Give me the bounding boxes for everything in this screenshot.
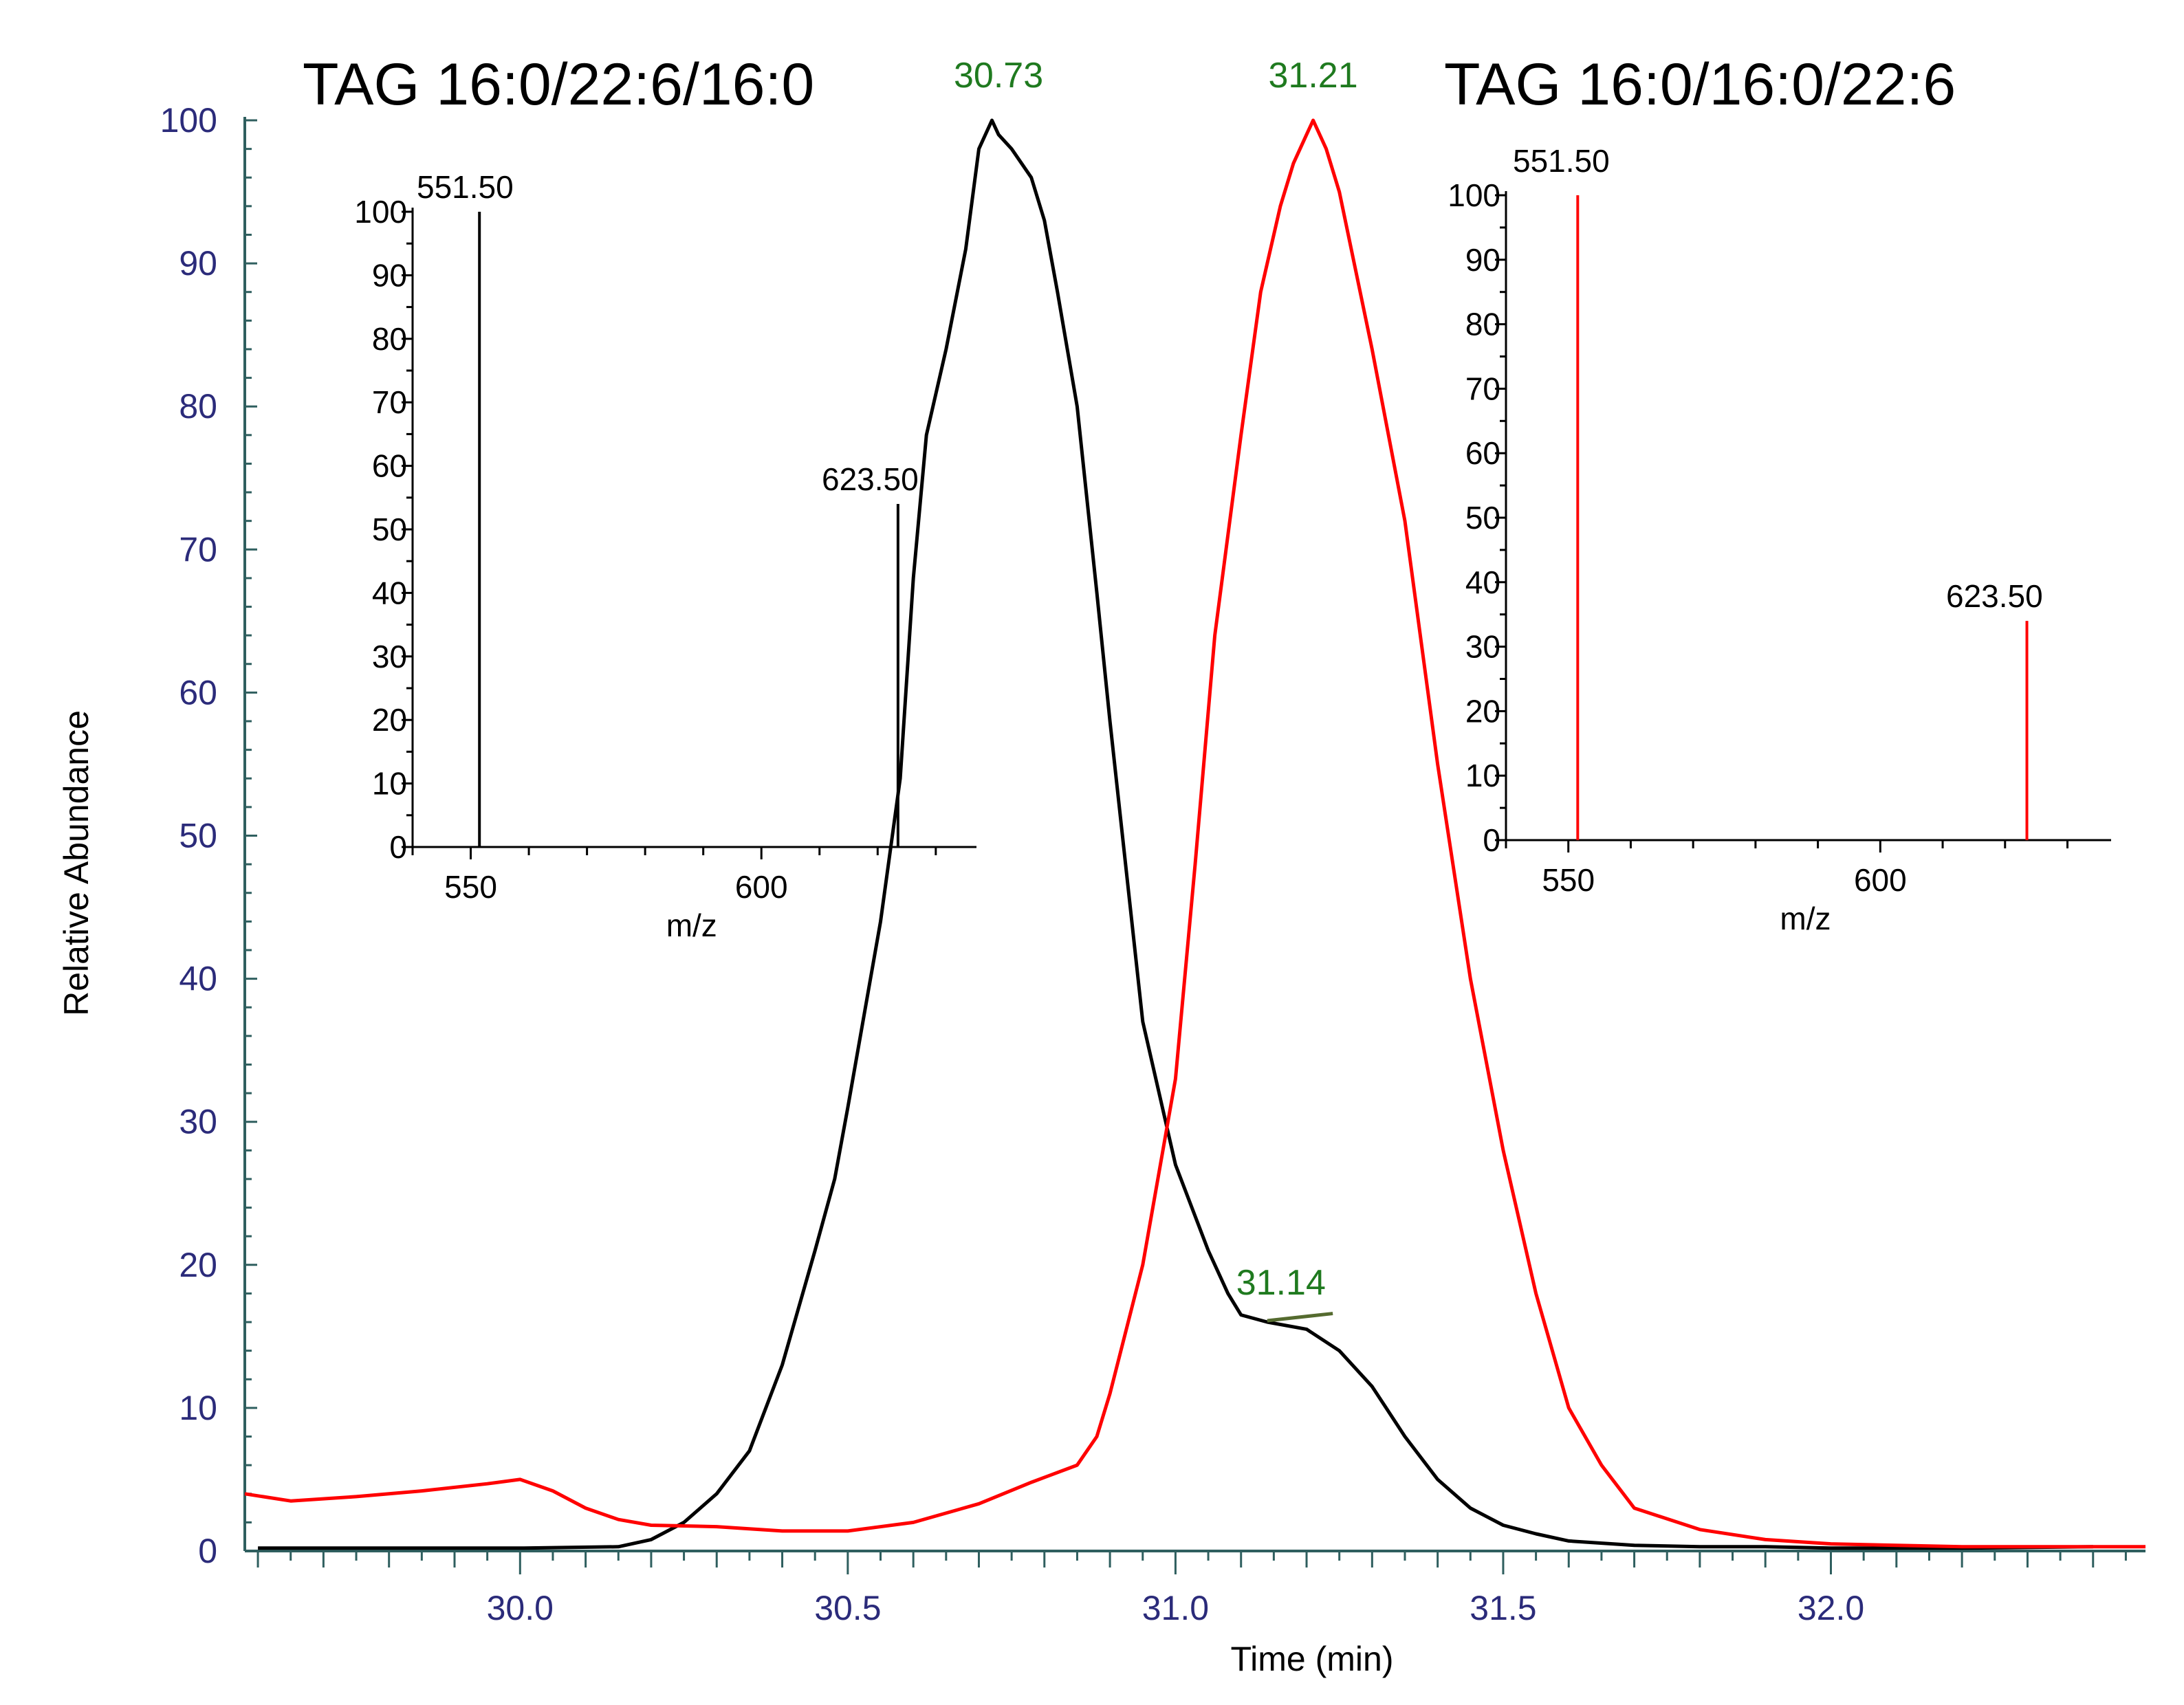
y-tick-label: 50 — [179, 817, 217, 855]
spectrum-peak-label: 551.50 — [1513, 143, 1610, 179]
y-tick-label: 20 — [179, 1246, 217, 1284]
inset-y-tick-label: 80 — [1465, 307, 1500, 342]
inset-x-tick-label: 600 — [1854, 862, 1907, 898]
x-axis-title: Time (min) — [1230, 1640, 1393, 1678]
inset-x-axis-title: m/z — [666, 908, 717, 943]
inset-y-tick-label: 50 — [372, 512, 407, 547]
inset-y-tick-label: 20 — [372, 702, 407, 738]
inset-x-tick-label: 550 — [444, 869, 497, 905]
inset-y-tick-label: 30 — [372, 639, 407, 674]
inset-y-tick-label: 90 — [1465, 242, 1500, 278]
peak-label: 31.21 — [1268, 56, 1357, 96]
y-axis-title: Relative Abundance — [57, 710, 96, 1016]
inset-y-tick-label: 40 — [1465, 564, 1500, 600]
inset-y-tick-label: 10 — [372, 766, 407, 802]
y-tick-label: 30 — [179, 1103, 217, 1141]
inset-y-tick-label: 50 — [1465, 500, 1500, 536]
x-tick-label: 31.0 — [1142, 1589, 1209, 1627]
inset-y-tick-label: 60 — [372, 448, 407, 484]
x-tick-label: 30.5 — [814, 1589, 881, 1627]
inset-x-tick-label: 550 — [1542, 862, 1595, 898]
inset-y-tick-label: 10 — [1465, 758, 1500, 793]
inset-y-tick-label: 100 — [1448, 177, 1500, 213]
left-compound-title: TAG 16:0/22:6/16:0 — [303, 52, 814, 118]
y-tick-label: 80 — [179, 387, 217, 426]
x-tick-label: 30.0 — [487, 1589, 554, 1627]
spectrum-peak-label: 623.50 — [1946, 578, 2043, 614]
inset-y-tick-label: 0 — [1483, 822, 1500, 858]
inset-y-tick-label: 70 — [372, 384, 407, 420]
y-tick-label: 70 — [179, 530, 217, 569]
y-tick-label: 40 — [179, 960, 217, 998]
right-compound-title: TAG 16:0/16:0/22:6 — [1444, 52, 1956, 118]
inset-y-tick-label: 90 — [372, 257, 407, 293]
inset-y-tick-label: 70 — [1465, 371, 1500, 406]
inset-y-tick-label: 80 — [372, 321, 407, 357]
inset-y-tick-label: 40 — [372, 575, 407, 610]
inset-x-tick-label: 600 — [735, 869, 788, 905]
peak-label: 31.14 — [1236, 1263, 1326, 1303]
inset-y-tick-label: 20 — [1465, 693, 1500, 729]
right-ms-spectrum-inset: 0 10 20 30 40 50 60 70 80 90 100 550 600 m/z 551.50 623… — [1448, 143, 2111, 936]
y-tick-label: 60 — [179, 673, 217, 712]
x-tick-label: 32.0 — [1798, 1589, 1864, 1627]
spectrum-peak-label: 551.50 — [417, 169, 514, 205]
y-tick-label: 0 — [198, 1532, 217, 1570]
inset-x-axis-title: m/z — [1780, 901, 1831, 936]
inset-y-tick-label: 60 — [1465, 435, 1500, 471]
left-ms-spectrum-inset: 0 10 20 30 40 50 60 70 80 90 100 550 600 m/z 551.50 623… — [354, 169, 976, 943]
black-trace-line — [258, 118, 2093, 1550]
peak-marker — [1267, 1312, 1333, 1323]
y-tick-label: 90 — [179, 244, 217, 283]
x-tick-label: 31.5 — [1470, 1589, 1536, 1627]
spectrum-peak-label: 623.50 — [822, 461, 919, 497]
inset-y-tick-label: 30 — [1465, 629, 1500, 665]
y-tick-label: 100 — [160, 101, 217, 140]
y-tick-label: 10 — [179, 1389, 217, 1427]
inset-y-tick-label: 0 — [389, 829, 407, 865]
inset-y-tick-label: 100 — [354, 194, 407, 230]
red-trace-line — [244, 118, 2145, 1549]
peak-label: 30.73 — [954, 56, 1043, 96]
